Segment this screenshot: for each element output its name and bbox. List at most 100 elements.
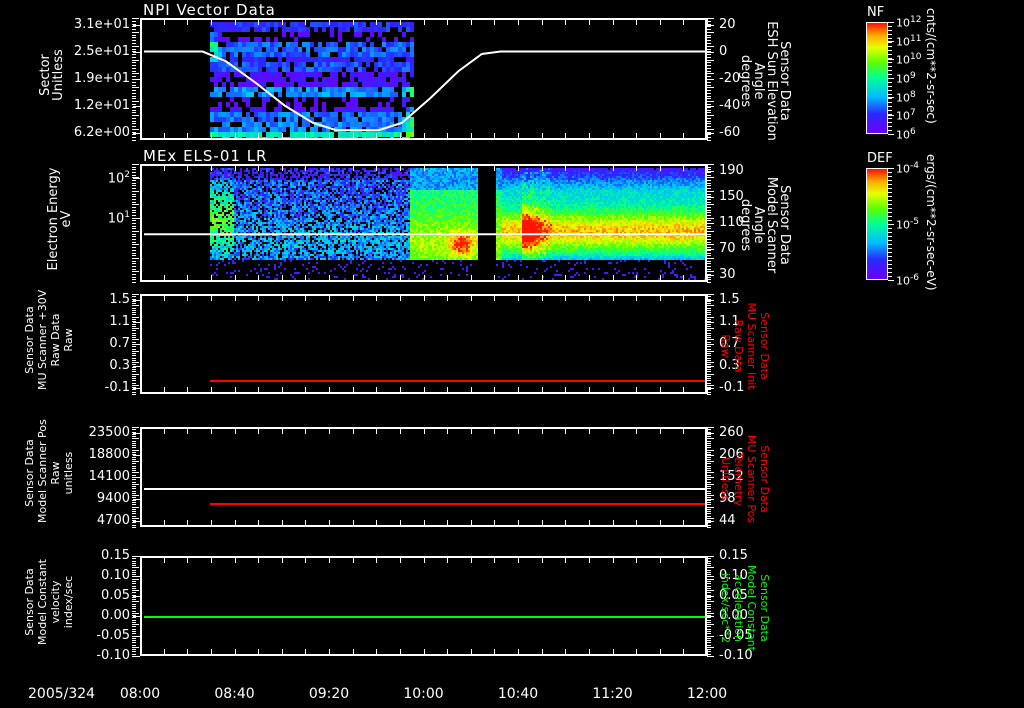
minor-tick-model-scanner-pos-raw-0-9: [132, 447, 136, 449]
minor-tick-mu-scanner-30v-raw-1-14: [707, 325, 711, 327]
minor-tick-mex-els-01-lr-0-36: [132, 260, 136, 262]
minor-tick-npi-vector-data-1-16: [707, 62, 711, 64]
minor-tick-mu-scanner-30v-raw-0-26: [132, 353, 136, 355]
ytick-left-npi-vector-data-1: 2.5e+01: [73, 44, 130, 60]
minor-tick-model-constant-velocity-0-35: [132, 635, 139, 637]
xtick-mark-bottom-npi-vector-data-16: [518, 133, 519, 140]
axis-label-left-model-scanner-pos-raw-3: unitless: [62, 451, 75, 495]
minor-tick-model-constant-velocity-0-30: [132, 624, 139, 626]
ytick-right-model-constant-velocity-2: 0.05: [719, 588, 748, 603]
minor-tick-npi-vector-data-0-15: [132, 59, 139, 61]
minor-tick-model-constant-velocity-0-29: [132, 621, 136, 623]
minor-tick-model-scanner-pos-raw-1-4: [707, 436, 711, 438]
xtick-mark-top-npi-vector-data-18: [565, 18, 567, 25]
minor-tick-model-constant-velocity-1-38: [707, 642, 711, 644]
minor-tick-mex-els-01-lr-1-43: [707, 279, 711, 281]
axis-label-right-mu-scanner-30v-raw-1: MU Scanner Init: [745, 302, 758, 390]
minor-tick-mu-scanner-30v-raw-1-6: [707, 307, 711, 309]
minor-tick-mu-scanner-30v-raw-0-9: [132, 314, 136, 316]
xtick-mark-bottom-model-constant-velocity-16: [518, 649, 519, 656]
minor-tick-mu-scanner-30v-raw-0-17: [132, 332, 136, 334]
minor-tick-model-constant-velocity-1-33: [707, 631, 711, 632]
axis-label-left-npi-vector-data-1: Unitless: [51, 49, 66, 101]
ytick-right-npi-vector-data-1: 0: [719, 44, 728, 60]
colorbar-minor-nf-colorbar-6: [888, 46, 892, 47]
minor-tick-model-constant-velocity-0-27: [132, 617, 136, 619]
xtick-mark-bottom-model-constant-velocity-19: [588, 649, 590, 656]
ytick-mark-right-model-scanner-pos-raw-1: [707, 455, 714, 456]
minor-tick-mu-scanner-30v-raw-1-7: [707, 309, 711, 311]
minor-tick-npi-vector-data-0-10: [132, 45, 139, 47]
panel-frame-npi-vector-data: [140, 18, 707, 140]
xtick-mark-bottom-mu-scanner-30v-raw-20: [612, 387, 614, 394]
xtick-mark-top-mex-els-01-lr-9: [352, 164, 354, 171]
minor-tick-npi-vector-data-1-27: [707, 92, 711, 94]
xtick-mark-bottom-mex-els-01-lr-10: [376, 275, 378, 282]
minor-tick-model-constant-velocity-0-9: [132, 576, 136, 578]
xtick-mark-top-model-scanner-pos-raw-7: [305, 427, 307, 434]
minor-tick-mex-els-01-lr-1-20: [707, 217, 714, 219]
minor-tick-mex-els-01-lr-0-26: [132, 233, 136, 235]
minor-tick-mu-scanner-30v-raw-0-35: [132, 373, 139, 375]
axis-label-right-mex-els-01-lr-2: Angle: [751, 206, 766, 244]
minor-tick-model-constant-velocity-1-42: [707, 651, 711, 653]
minor-tick-model-constant-velocity-1-41: [707, 649, 711, 651]
minor-tick-model-constant-velocity-1-37: [707, 640, 711, 642]
xtick-mark-top-mu-scanner-30v-raw-18: [565, 294, 567, 301]
xtick-mark-bottom-mex-els-01-lr-12: [423, 275, 425, 282]
ytick-mark-left-model-scanner-pos-raw-1: [133, 455, 140, 456]
minor-tick-mex-els-01-lr-0-22: [132, 223, 136, 224]
xaxis-tick-2: 09:20: [308, 686, 350, 702]
xtick-mark-top-npi-vector-data-17: [541, 18, 543, 25]
xtick-mark-bottom-npi-vector-data-23: [683, 133, 685, 140]
ytick-left-model-constant-velocity-5: -0.10: [96, 648, 130, 663]
minor-tick-model-scanner-pos-raw-0-43: [132, 524, 136, 526]
xtick-mark-top-mex-els-01-lr-11: [399, 164, 401, 171]
axis-label-right-model-scanner-pos-raw-3: Unitless: [719, 457, 732, 501]
ytick-left-mu-scanner-30v-raw-0: 1.5: [109, 292, 130, 307]
colorbar-minor-nf-colorbar-28: [888, 134, 892, 135]
xtick-mark-bottom-model-scanner-pos-raw-7: [305, 520, 307, 527]
minor-tick-model-constant-velocity-0-13: [132, 585, 136, 587]
minor-tick-model-scanner-pos-raw-1-33: [707, 502, 711, 503]
minor-tick-mu-scanner-30v-raw-1-36: [707, 375, 711, 377]
minor-tick-model-constant-velocity-1-20: [707, 601, 714, 603]
ytick-right-mex-els-01-lr-4: 30: [719, 266, 736, 282]
axis-label-left-mex-els-01-lr-1: eV: [59, 210, 74, 228]
minor-tick-mu-scanner-30v-raw-1-18: [707, 334, 711, 336]
minor-tick-npi-vector-data-1-5: [707, 31, 714, 33]
axis-label-left-model-scanner-pos-raw-1: Model Scanner Pos: [36, 419, 49, 523]
xaxis-tick-1: 08:40: [214, 686, 255, 702]
minor-tick-model-constant-velocity-0-33: [132, 631, 136, 632]
minor-tick-mex-els-01-lr-1-13: [707, 198, 711, 200]
minor-tick-mex-els-01-lr-0-3: [132, 172, 136, 174]
minor-tick-mu-scanner-30v-raw-1-12: [707, 321, 711, 323]
colorbar-minor-nf-colorbar-8: [888, 54, 892, 55]
minor-tick-model-scanner-pos-raw-1-41: [707, 520, 711, 522]
colorbar-minor-nf-colorbar-25: [888, 122, 892, 123]
minor-tick-mu-scanner-30v-raw-0-2: [132, 298, 136, 300]
xtick-mark-bottom-mu-scanner-30v-raw-13: [447, 387, 449, 394]
trace-model-scanner-pos-raw-0: [144, 487, 705, 490]
xtick-mark-bottom-model-constant-velocity-11: [399, 649, 401, 656]
minor-tick-mex-els-01-lr-0-17: [132, 209, 136, 211]
xtick-mark-bottom-model-scanner-pos-raw-15: [494, 520, 496, 527]
xtick-mark-bottom-model-scanner-pos-raw-24: [707, 520, 708, 527]
minor-tick-mu-scanner-30v-raw-0-34: [132, 371, 136, 373]
minor-tick-npi-vector-data-1-28: [707, 95, 711, 97]
minor-tick-npi-vector-data-0-28: [132, 95, 136, 97]
colorbar-minor-def-colorbar-0: [888, 168, 892, 169]
minor-tick-mu-scanner-30v-raw-0-32: [132, 366, 136, 368]
xtick-mark-bottom-model-scanner-pos-raw-12: [423, 520, 425, 527]
ytick-mark-right-model-scanner-pos-raw-4: [707, 521, 714, 522]
minor-tick-model-scanner-pos-raw-1-30: [707, 495, 714, 497]
xtick-mark-bottom-npi-vector-data-13: [447, 133, 449, 140]
minor-tick-mu-scanner-30v-raw-0-43: [132, 391, 136, 393]
xtick-mark-top-npi-vector-data-22: [659, 18, 661, 25]
xtick-mark-bottom-mex-els-01-lr-4: [234, 275, 236, 282]
minor-tick-model-scanner-pos-raw-1-17: [707, 465, 711, 467]
xtick-mark-bottom-npi-vector-data-18: [565, 133, 567, 140]
axis-label-right-model-constant-velocity-2: acceleration: [732, 574, 745, 642]
minor-tick-npi-vector-data-1-21: [707, 76, 711, 78]
minor-tick-model-constant-velocity-1-25: [707, 612, 714, 614]
